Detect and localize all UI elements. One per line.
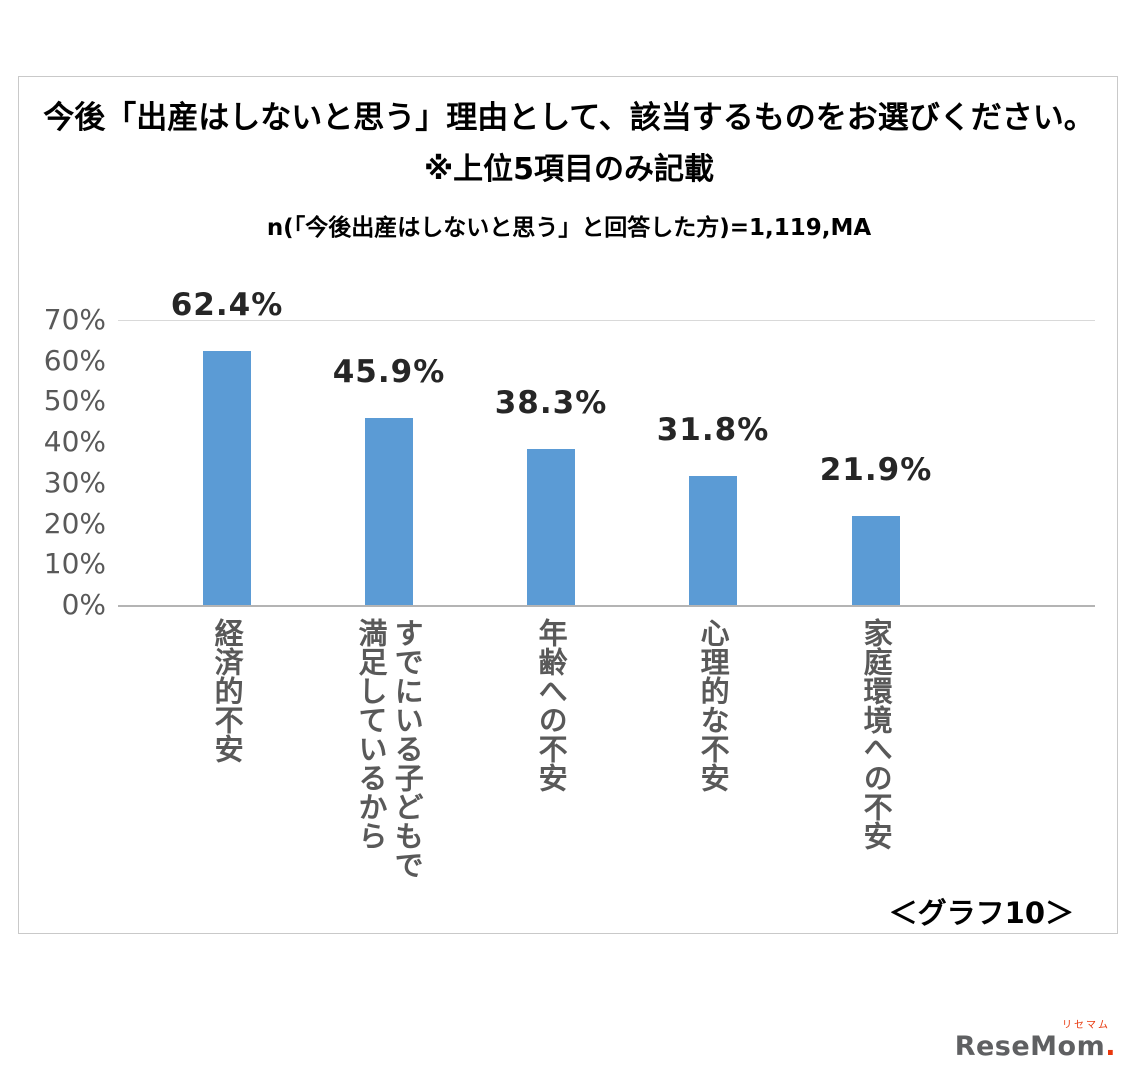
y-axis-tick-label: 70% [43,303,106,336]
data-label-2: 45.9% [332,354,446,391]
data-label-3: 38.3% [494,385,608,422]
category-label-5: 家庭環境への不安 [859,618,894,850]
y-axis-tick-label: 50% [43,384,106,418]
category-label-2: すでにいる子どもで満足しているから [354,618,425,879]
logo-ruby-text: リセマム [1062,1020,1110,1031]
chart-title-line1: 今後「出産はしないと思う」理由として、該当するものをお選びください。 [43,100,1095,136]
data-label-1: 62.4% [170,286,284,323]
data-label-4: 31.8% [656,411,770,448]
chart-title-line2: ※上位5項目のみ記載 [423,152,715,187]
y-axis-tick-label: 40% [43,425,106,459]
category-label-1: 経済的不安 [210,618,245,763]
category-label-3: 年齢への不安 [534,618,569,792]
bar-2 [365,418,413,605]
y-axis-tick-label: 60% [43,343,106,377]
data-label-5: 21.9% [819,451,933,488]
y-axis-tick-label: 20% [43,506,106,540]
resemom-logo: リセマム ReseMom. [955,1020,1116,1062]
y-axis-tick-label: 0% [61,588,106,621]
bar-5 [852,515,900,605]
gridline-70-percent [118,320,1095,321]
x-axis-line [118,605,1095,607]
bar-1 [203,350,251,605]
y-axis-tick-label: 10% [43,547,106,581]
logo-dot: . [1105,1031,1116,1062]
chart-subtitle: n(「今後出産はしないと思う」と回答した方)=1,119,MA [266,215,872,241]
logo-wordmark: ReseMom [954,1031,1106,1062]
bar-3 [527,449,575,605]
category-label-4: 心理的な不安 [696,618,731,792]
logo-text: ReseMom. [955,1032,1116,1062]
bar-4 [689,475,737,605]
y-axis-tick-label: 30% [43,465,106,499]
graph-number-caption: ＜グラフ10＞ [888,896,1074,930]
